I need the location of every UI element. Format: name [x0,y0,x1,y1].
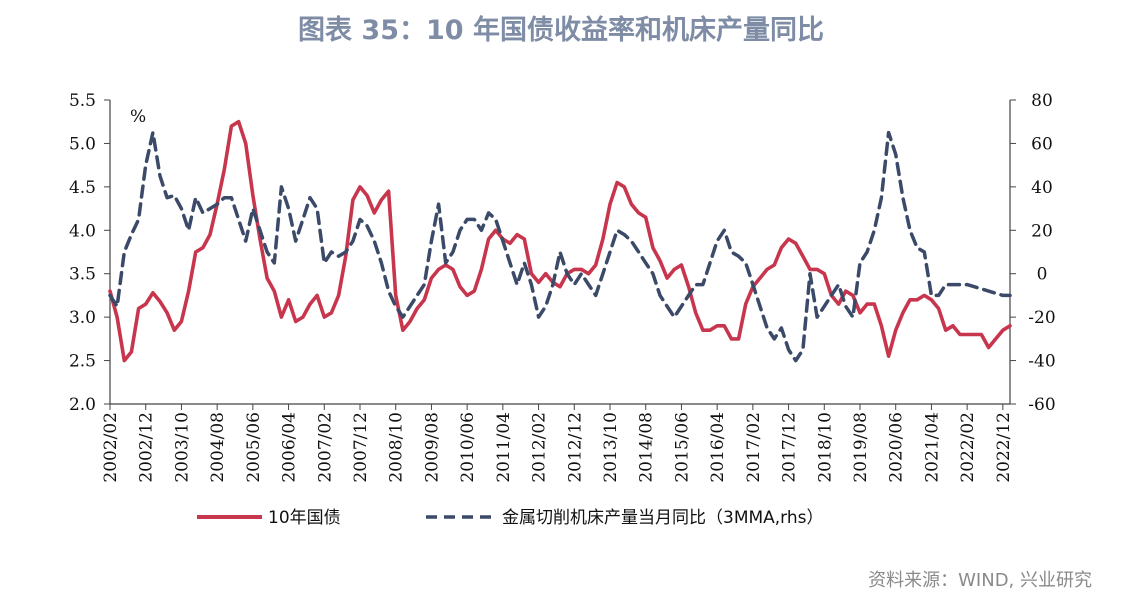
series-layer [108,119,1012,363]
left-axis-unit: % [130,107,146,127]
left-tick-label: 2.5 [69,352,96,372]
x-tick-label: 2022/12 [994,412,1014,483]
x-tick-label: 2016/04 [708,412,728,483]
axes: 5.5 5.0 4.5 4.0 3.5 3.0 2.5 2.0% 80 60 40 20 0 -20 -40… [69,91,1056,483]
x-tick-label: 2015/06 [672,412,692,483]
right-tick-label: -40 [1028,352,1055,372]
right-tick-label: 80 [1031,91,1053,111]
left-tick-label: 3.0 [69,308,96,328]
right-tick-label: 60 [1031,134,1053,154]
x-tick-label: 2004/08 [208,412,228,483]
x-tick-label: 2019/08 [851,412,871,483]
x-tick-label: 2017/02 [744,412,764,483]
right-tick-label: -20 [1028,308,1055,328]
x-tick-label: 2003/10 [172,412,192,483]
right-tick-label: 40 [1031,178,1053,198]
x-tick-label: 2013/10 [601,412,621,483]
left-tick-label: 4.0 [69,221,96,241]
x-tick-label: 2014/08 [637,412,657,483]
chart-title: 图表 35：10 年国债收益率和机床产量同比 [298,15,824,46]
x-tick-label: 2009/08 [422,412,442,483]
left-tick-label: 2.0 [69,395,96,415]
right-tick-label: 20 [1031,221,1053,241]
x-tick-label: 2007/12 [351,412,371,483]
series-line-bond-yield [108,119,1012,363]
right-tick-label: 0 [1037,265,1048,285]
x-tick-label: 2017/12 [780,412,800,483]
left-tick-label: 4.5 [69,178,96,198]
source-note: 资料来源：WIND, 兴业研究 [868,570,1092,591]
series-line-machine-tool [108,130,1012,363]
left-tick-label: 5.0 [69,134,96,154]
x-tick-label: 2012/12 [565,412,585,483]
x-tick-label: 2002/02 [101,412,121,483]
x-tick-label: 2007/02 [315,412,335,483]
x-tick-label: 2002/12 [137,412,157,483]
legend-label-bond: 10年国债 [268,508,341,528]
x-tick-label: 2005/06 [244,412,264,483]
x-tick-label: 2020/06 [887,412,907,483]
left-tick-label: 3.5 [69,265,96,285]
right-tick-label: -60 [1028,395,1055,415]
x-tick-label: 2006/04 [280,412,300,483]
x-tick-label: 2018/10 [815,412,835,483]
x-tick-label: 2008/10 [387,412,407,483]
x-tick-label: 2012/02 [530,412,550,483]
left-tick-label: 5.5 [69,91,96,111]
x-tick-label: 2021/04 [922,412,942,483]
x-tick-label: 2022/02 [958,412,978,483]
x-tick-label: 2010/06 [458,412,478,483]
legend: 10年国债 金属切削机床产量当月同比（3MMA,rhs） [197,508,824,528]
legend-label-machine: 金属切削机床产量当月同比（3MMA,rhs） [502,508,824,528]
x-tick-label: 2011/04 [494,412,514,483]
